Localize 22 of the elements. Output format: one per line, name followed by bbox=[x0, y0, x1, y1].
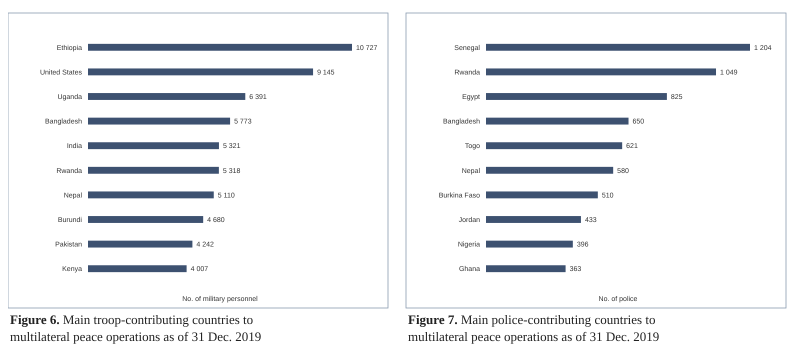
bar bbox=[88, 240, 192, 248]
bar bbox=[88, 93, 246, 100]
bar bbox=[88, 68, 314, 76]
bar bbox=[88, 142, 219, 150]
bar bbox=[88, 44, 352, 51]
bar bbox=[486, 142, 622, 150]
bar bbox=[486, 44, 750, 51]
bar bbox=[486, 166, 614, 174]
bar bbox=[88, 216, 204, 223]
bar bbox=[486, 191, 598, 198]
chart-title: Figure 6. Main troop-contributing countries to multilateral peace operations as of 31 Dec. 2019 bbox=[10, 312, 262, 344]
bar bbox=[88, 118, 230, 125]
bar bbox=[486, 118, 629, 125]
bar bbox=[486, 68, 716, 76]
bar bbox=[486, 240, 573, 248]
chart-title: Figure 7. Main police-contributing countries to multilateral peace operations as of 31 Dec. 2019 bbox=[408, 312, 660, 344]
bar bbox=[88, 166, 219, 174]
bar bbox=[486, 265, 566, 272]
bar bbox=[88, 191, 214, 198]
bar bbox=[486, 216, 581, 223]
bar bbox=[486, 93, 667, 100]
bar bbox=[88, 265, 187, 272]
